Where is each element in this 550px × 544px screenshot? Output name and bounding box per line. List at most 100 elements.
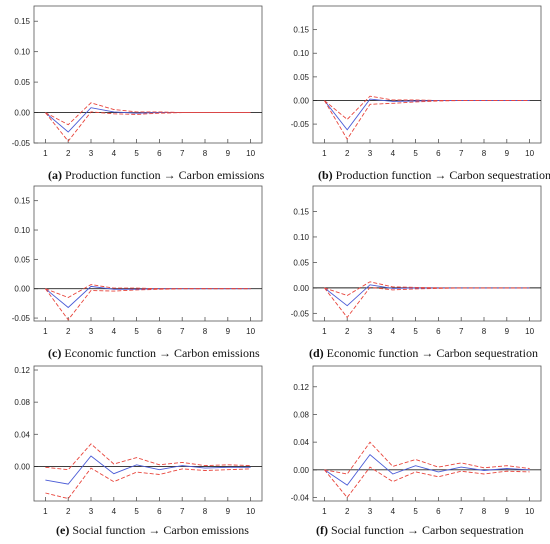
series-lower-f bbox=[324, 466, 530, 499]
x-tick-label-b: 4 bbox=[391, 149, 396, 158]
x-tick-label-a: 6 bbox=[157, 149, 162, 158]
caption-f: (f) Social function → Carbon sequestrati… bbox=[316, 523, 524, 537]
x-tick-label-a: 8 bbox=[203, 149, 208, 158]
y-tick-label-d: 0.05 bbox=[293, 258, 309, 267]
x-tick-label-e: 5 bbox=[134, 507, 139, 516]
x-tick-label-e: 7 bbox=[180, 507, 185, 516]
x-tick-label-b: 1 bbox=[322, 149, 327, 158]
y-tick-label-a: 0.10 bbox=[14, 48, 30, 57]
y-tick-label-d: 0.00 bbox=[293, 284, 309, 293]
series-lower-b bbox=[324, 100, 530, 141]
series-response-f bbox=[324, 453, 530, 486]
x-tick-label-e: 1 bbox=[43, 507, 48, 516]
x-tick-label-e: 4 bbox=[112, 507, 117, 516]
y-tick-label-a: -0.05 bbox=[12, 139, 31, 148]
x-tick-label-b: 7 bbox=[459, 149, 464, 158]
plot-frame-b bbox=[312, 5, 542, 144]
x-tick-label-f: 1 bbox=[322, 507, 327, 516]
y-tick-label-d: 0.15 bbox=[293, 207, 309, 216]
y-tick-label-c: 0.05 bbox=[14, 255, 30, 264]
y-tick-label-b: 0.15 bbox=[293, 26, 309, 35]
series-upper-e bbox=[45, 443, 251, 471]
x-tick-label-d: 6 bbox=[436, 327, 441, 336]
y-tick-label-d: 0.10 bbox=[293, 233, 309, 242]
y-tick-label-b: -0.05 bbox=[291, 120, 310, 129]
series-upper-a bbox=[45, 102, 251, 126]
x-tick-label-a: 1 bbox=[43, 149, 48, 158]
x-tick-label-b: 2 bbox=[345, 149, 350, 158]
caption-a: (a) Production function → Carbon emissio… bbox=[48, 168, 265, 182]
x-tick-label-a: 4 bbox=[112, 149, 117, 158]
y-tick-label-e: 0.04 bbox=[14, 430, 30, 439]
x-tick-label-b: 5 bbox=[413, 149, 418, 158]
x-tick-label-a: 3 bbox=[89, 149, 94, 158]
x-tick-label-e: 9 bbox=[226, 507, 231, 516]
x-tick-label-e: 3 bbox=[89, 507, 94, 516]
panel-d: -0.05 0.00 0.05 0.10 0.15 1 2 3 4 5 6 7 8 9 10 bbox=[291, 185, 542, 336]
x-tick-label-d: 1 bbox=[322, 327, 327, 336]
x-tick-label-d: 7 bbox=[459, 327, 464, 336]
panel-f: -0.04 0.00 0.04 0.08 0.12 1 2 3 4 5 6 7 8 9 10 bbox=[291, 365, 542, 516]
y-tick-label-e: 0.08 bbox=[14, 398, 30, 407]
x-tick-label-f: 2 bbox=[345, 507, 350, 516]
x-tick-label-c: 1 bbox=[43, 327, 48, 336]
series-response-b bbox=[324, 98, 530, 131]
x-tick-label-c: 6 bbox=[157, 327, 162, 336]
x-tick-label-c: 9 bbox=[226, 327, 231, 336]
panel-c: -0.05 0.00 0.05 0.10 0.15 1 2 3 4 5 6 7 8 9 10 bbox=[12, 185, 263, 336]
y-tick-label-f: 0.12 bbox=[293, 383, 309, 392]
y-tick-label-f: -0.04 bbox=[291, 494, 310, 503]
x-tick-label-f: 10 bbox=[525, 507, 534, 516]
y-tick-label-e: 0.12 bbox=[14, 366, 30, 375]
x-tick-label-f: 8 bbox=[482, 507, 487, 516]
x-tick-label-b: 3 bbox=[368, 149, 373, 158]
plot-frame-c bbox=[33, 185, 263, 322]
x-tick-label-a: 9 bbox=[226, 149, 231, 158]
caption-d: (d) Economic function → Carbon sequestra… bbox=[309, 346, 538, 360]
series-upper-f bbox=[324, 441, 530, 475]
y-tick-label-a: 0.00 bbox=[14, 109, 30, 118]
y-tick-label-e: 0.00 bbox=[14, 462, 30, 471]
y-tick-label-b: 0.00 bbox=[293, 96, 309, 105]
x-tick-label-d: 5 bbox=[413, 327, 418, 336]
x-tick-label-c: 3 bbox=[89, 327, 94, 336]
x-tick-label-b: 10 bbox=[525, 149, 534, 158]
x-tick-label-d: 4 bbox=[391, 327, 396, 336]
y-tick-label-b: 0.05 bbox=[293, 73, 309, 82]
x-tick-label-c: 8 bbox=[203, 327, 208, 336]
caption-b: (b) Production function → Carbon sequest… bbox=[318, 168, 550, 182]
series-lower-c bbox=[45, 288, 251, 321]
x-tick-label-b: 9 bbox=[505, 149, 510, 158]
plot-frame-f bbox=[312, 365, 542, 502]
series-upper-b bbox=[324, 95, 530, 121]
y-tick-label-a: 0.05 bbox=[14, 78, 30, 87]
x-tick-label-f: 6 bbox=[436, 507, 441, 516]
plot-frame-d bbox=[312, 185, 542, 322]
x-tick-label-c: 4 bbox=[112, 327, 117, 336]
y-tick-label-c: 0.15 bbox=[14, 197, 30, 206]
x-tick-label-a: 5 bbox=[134, 149, 139, 158]
plot-frame-e bbox=[33, 365, 263, 502]
x-tick-label-c: 10 bbox=[246, 327, 255, 336]
panel-e: 0.00 0.04 0.08 0.12 1 2 3 4 5 6 7 8 9 10 bbox=[14, 365, 263, 516]
panel-b: -0.05 0.00 0.05 0.10 0.15 1 2 3 4 5 6 7 8 9 10 bbox=[291, 5, 542, 158]
x-tick-label-d: 2 bbox=[345, 327, 350, 336]
x-tick-label-e: 8 bbox=[203, 507, 208, 516]
y-tick-label-c: 0.00 bbox=[14, 285, 30, 294]
y-tick-label-f: 0.04 bbox=[293, 438, 309, 447]
x-tick-label-f: 3 bbox=[368, 507, 373, 516]
x-tick-label-d: 10 bbox=[525, 327, 534, 336]
y-tick-label-d: -0.05 bbox=[291, 309, 310, 318]
x-tick-label-f: 5 bbox=[413, 507, 418, 516]
series-upper-c bbox=[45, 284, 251, 298]
y-tick-label-b: 0.10 bbox=[293, 49, 309, 58]
x-tick-label-c: 2 bbox=[66, 327, 71, 336]
y-tick-label-c: -0.05 bbox=[12, 314, 31, 323]
y-tick-label-c: 0.10 bbox=[14, 226, 30, 235]
caption-c: (c) Economic function → Carbon emissions bbox=[48, 346, 260, 360]
y-tick-label-a: 0.15 bbox=[14, 17, 30, 26]
x-tick-label-f: 9 bbox=[505, 507, 510, 516]
x-tick-label-b: 8 bbox=[482, 149, 487, 158]
x-tick-label-e: 6 bbox=[157, 507, 162, 516]
